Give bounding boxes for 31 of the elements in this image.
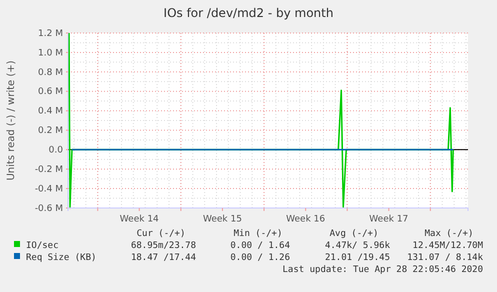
text: Max (-/+) <box>424 229 474 239</box>
text: 0.00 / 1.64 <box>230 241 290 251</box>
chart-title: IOs for /dev/md2 - by month <box>164 6 334 20</box>
y-tick-label: 0.2 M <box>38 126 63 136</box>
text: Last update: Tue Apr 28 22:05:46 2020 <box>282 265 483 275</box>
x-tick-label: Week 14 <box>120 214 160 224</box>
y-tick-label: -0.2 M <box>34 164 63 175</box>
legend-label: IO/sec <box>26 241 59 251</box>
text: 18.47 /17.44 <box>130 253 196 263</box>
text: 4.47k/ 5.96k <box>324 241 391 251</box>
text: Avg (-/+) <box>330 229 378 239</box>
text: Min (-/+) <box>234 229 282 239</box>
y-tick-label: 1.0 M <box>38 48 63 58</box>
text: 131.07 / 8.14k <box>407 253 484 263</box>
text: 12.45M/12.70M <box>412 241 484 251</box>
x-tick-label: Week 15 <box>202 214 242 224</box>
y-tick-label: -0.4 M <box>34 184 63 194</box>
y-tick-label: 1.2 M <box>38 28 63 39</box>
y-tick-label: 0.6 M <box>38 87 63 98</box>
x-tick-label: Week 16 <box>286 214 326 224</box>
y-tick-label: 0.4 M <box>38 106 63 117</box>
text: Cur (-/+) <box>136 229 186 239</box>
text: 21.01 /19.45 <box>324 253 390 263</box>
y-tick-label: 0.8 M <box>38 68 63 78</box>
text: 68.95m/23.78 <box>130 241 196 251</box>
y-tick-label: -0.6 M <box>34 204 63 214</box>
legend-label: Req Size (KB) <box>26 253 96 263</box>
x-tick-label: Week 17 <box>369 214 408 224</box>
y-axis-title: Units read (-) / write (+) <box>6 60 17 181</box>
y-tick-label: 0.0 <box>48 146 64 156</box>
text: 0.00 / 1.26 <box>230 253 290 263</box>
